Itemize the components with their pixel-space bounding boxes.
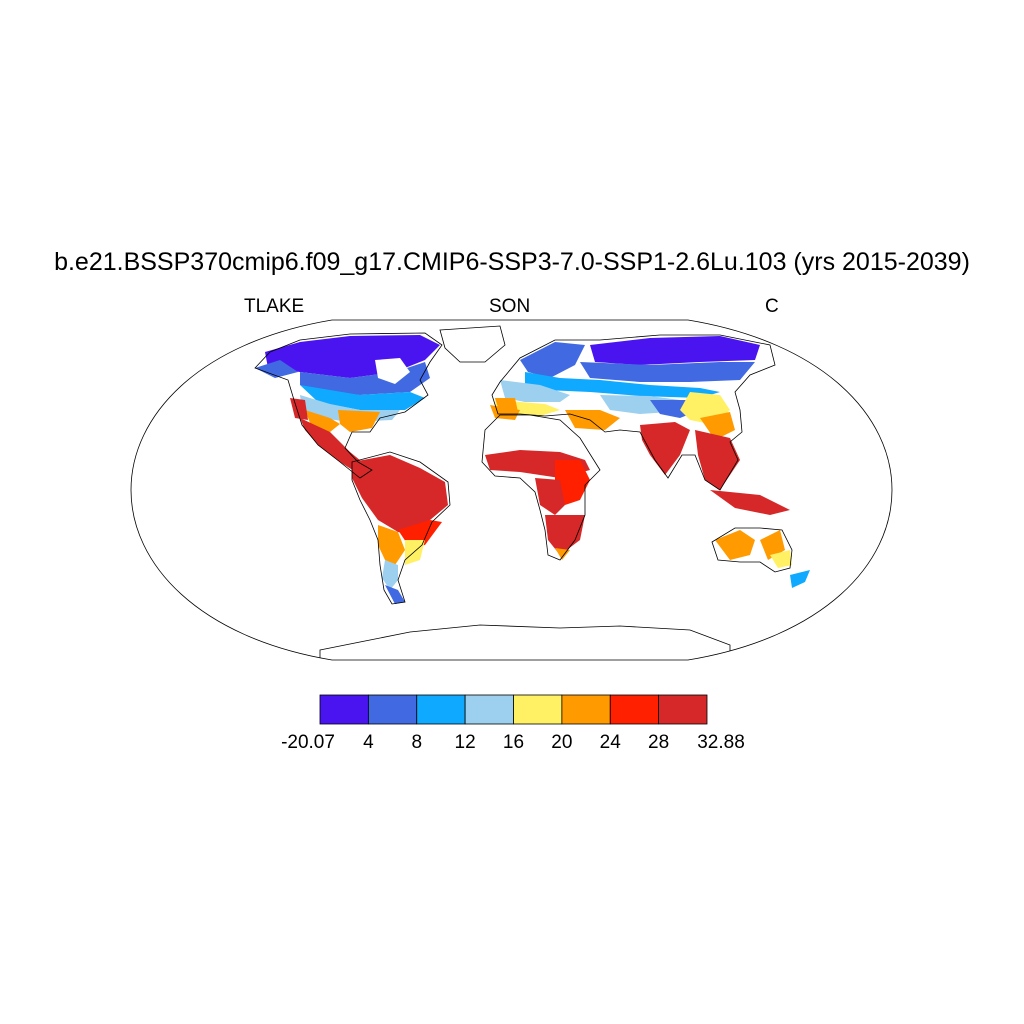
middle-east-field [565,410,620,430]
parana-field [405,540,425,565]
patagonia-south-field [385,585,405,604]
argentina-field [378,525,405,565]
greenland-coast [439,325,506,363]
antarctica-coast [319,624,731,660]
colorbar-swatch-2 [416,694,466,725]
china-south-field [700,412,735,440]
map-field-layer [255,335,810,604]
canada-mid-field [300,362,430,395]
central-africa-field [535,478,565,515]
colorbar-label-0: -20.07 [281,732,335,753]
colorbar-swatch-6 [609,694,660,725]
us-north-field [300,385,425,410]
colorbar-swatch-4 [513,694,563,725]
colorbar-label-1: 4 [363,732,374,753]
season-label: SON [489,296,531,317]
us-southeast-field [338,410,380,432]
colorbar-label-6: 24 [599,732,621,753]
colorbar-label-3: 12 [454,732,476,753]
colorbar-swatch-1 [367,694,418,725]
units-label: C [765,296,779,317]
colorbar-label-2: 8 [411,732,423,753]
us-southwest-field [290,398,308,420]
plot-title: b.e21.BSSP370cmip6.f09_g17.CMIP6-SSP3-7.… [54,248,970,276]
europe-central-field [500,380,570,402]
colorbar [319,694,708,725]
colorbar-label-4: 16 [502,732,525,753]
eurasia-band-field [525,372,720,398]
australia-southeast-field [770,550,792,568]
patagonia-field [382,560,398,590]
australia-coast [711,527,793,573]
colorbar-label-8: 32.88 [697,732,745,753]
new-zealand-field [790,570,810,588]
alaska-field [255,360,298,378]
australia-field [715,530,755,560]
indonesia-field [710,490,790,515]
amazon-field [352,455,448,535]
siberia-north-field [590,336,760,365]
globe-outline [130,319,893,661]
siberia-mid-field [580,362,755,382]
colorbar-swatch-0 [319,694,369,725]
south-africa-field [545,515,585,555]
south-america-coast [351,451,451,605]
australia-east-field [760,530,785,560]
colorbar-label-5: 20 [551,732,573,753]
east-africa-field [555,460,590,505]
eurasia-coast [491,334,776,491]
colorbar-swatch-3 [464,694,514,725]
coastline-layer [254,325,793,660]
colorbar-swatch-7 [658,694,708,725]
colorbar-swatch-5 [561,694,611,725]
africa-coast [481,414,601,561]
north-america-coast [254,332,443,479]
hudson-bay-field [375,358,410,384]
india-field [640,422,690,475]
north-africa-field [490,405,520,420]
scandinavia-field [520,342,585,378]
variable-label: TLAKE [244,296,305,317]
colorbar-label-7: 28 [648,732,670,753]
